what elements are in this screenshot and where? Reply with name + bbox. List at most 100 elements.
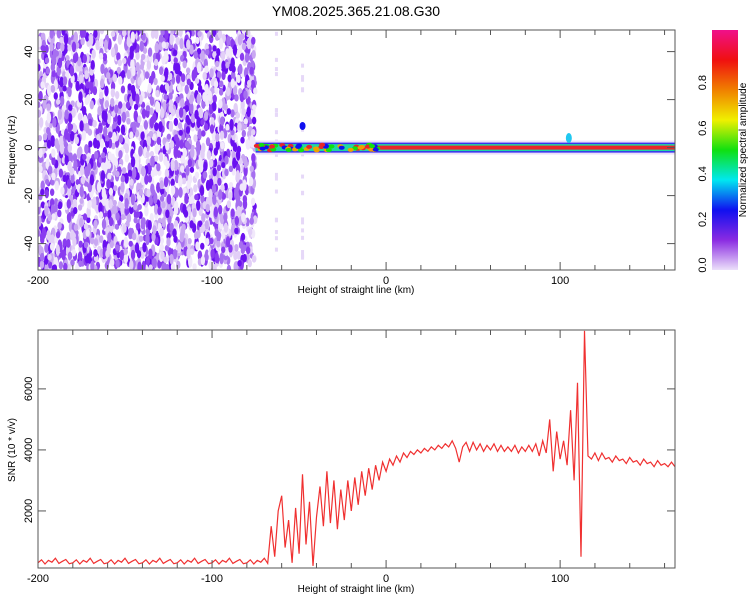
noise-cell <box>77 112 83 121</box>
noise-cell <box>212 264 217 270</box>
snr-ytick-label: 4000 <box>23 438 35 462</box>
noise-cell <box>301 63 305 68</box>
noise-cell <box>146 135 151 146</box>
noise-cell <box>85 229 90 237</box>
noise-cell <box>107 151 112 161</box>
noise-cell <box>165 160 170 170</box>
noise-cell <box>247 228 253 236</box>
noise-cell <box>95 140 100 150</box>
noise-cell <box>39 260 45 269</box>
noise-cell <box>90 60 95 71</box>
noise-cell <box>301 235 305 240</box>
noise-cell <box>193 50 198 59</box>
noise-cell <box>238 63 243 75</box>
noise-cell <box>106 71 111 79</box>
noise-cell <box>148 264 153 270</box>
noise-cell <box>74 136 80 145</box>
noise-cell <box>121 167 127 174</box>
noise-cell <box>186 118 191 126</box>
noise-cell <box>143 120 149 130</box>
noise-cell <box>173 220 179 227</box>
noise-cell <box>51 213 56 220</box>
noise-cell <box>150 155 155 168</box>
noise-cell <box>78 91 83 103</box>
noise-cell <box>40 45 45 52</box>
noise-cell <box>204 83 209 96</box>
noise-cell <box>301 228 305 233</box>
noise-cell <box>228 165 234 173</box>
noise-cell <box>146 60 152 70</box>
noise-cell <box>51 172 56 181</box>
noise-cell <box>42 99 47 110</box>
noise-cell <box>82 153 87 161</box>
spectrogram-heatmap <box>38 30 675 270</box>
noise-cell <box>161 201 166 209</box>
noise-cell <box>145 151 150 158</box>
noise-cell <box>220 183 225 193</box>
noise-cell <box>46 84 52 97</box>
noise-cell <box>301 220 305 225</box>
noise-cell <box>154 122 159 131</box>
noise-cell <box>190 147 195 159</box>
noise-cell <box>217 189 223 201</box>
noise-cell <box>301 250 305 255</box>
noise-cell <box>72 53 78 64</box>
noise-cell <box>40 81 45 89</box>
snr-xtick-label: 100 <box>551 573 569 585</box>
noise-cell <box>208 158 214 168</box>
noise-cell <box>243 90 248 99</box>
noise-cell <box>49 42 54 52</box>
noise-cell <box>274 67 278 72</box>
noise-cell <box>146 188 151 198</box>
noise-cell <box>49 242 55 251</box>
noise-cell <box>186 247 191 260</box>
noise-cell <box>212 167 217 177</box>
noise-cell <box>168 120 174 132</box>
noise-cell <box>180 226 186 238</box>
noise-cell <box>234 94 239 102</box>
noise-cell <box>184 105 190 112</box>
noise-cell <box>75 179 81 186</box>
noise-cell <box>72 236 77 247</box>
noise-cell <box>189 94 194 104</box>
noise-cell <box>93 255 99 262</box>
noise-cell <box>172 228 177 238</box>
noise-cell <box>75 80 80 92</box>
noise-cell <box>243 156 248 169</box>
noise-cell <box>301 87 305 92</box>
noise-cell <box>50 204 56 214</box>
noise-cell <box>64 155 69 166</box>
noise-cell <box>235 149 241 161</box>
snr-xtick-label: -100 <box>201 573 223 585</box>
noise-cell <box>120 181 125 193</box>
noise-cell <box>184 192 189 204</box>
noise-cell <box>202 71 207 81</box>
noise-cell <box>192 208 197 218</box>
noise-cell <box>96 181 102 193</box>
noise-cell <box>120 175 125 183</box>
noise-cell <box>212 94 217 104</box>
noise-cell <box>154 30 159 40</box>
noise-cell <box>142 242 147 253</box>
noise-cell <box>38 36 42 48</box>
noise-cell <box>197 128 202 140</box>
noise-cell <box>251 129 256 136</box>
noise-cell <box>38 215 42 227</box>
noise-cell <box>79 217 84 228</box>
noise-cell <box>138 188 144 196</box>
noise-cell <box>81 30 87 38</box>
noise-cell <box>93 78 99 89</box>
figure-title: YM08.2025.365.21.08.G30 <box>272 3 440 19</box>
noise-cell <box>229 118 234 131</box>
noise-cell <box>150 30 156 39</box>
noise-cell <box>193 231 199 240</box>
snr-xtick-label: 0 <box>383 573 389 585</box>
noise-cell <box>48 165 53 175</box>
noise-cell <box>135 154 140 162</box>
ridge-cell <box>298 148 305 153</box>
noise-cell <box>232 157 237 169</box>
noise-cell <box>200 224 206 233</box>
noise-cell <box>124 143 130 154</box>
noise-cell <box>89 237 95 245</box>
noise-cell <box>230 57 235 69</box>
